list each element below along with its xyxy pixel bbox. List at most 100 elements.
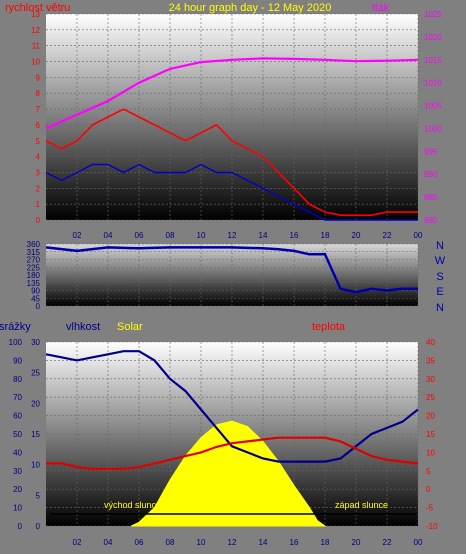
temperature-y-axis: -10 -5 0 5 10 15 20 25 30 35 40 xyxy=(426,338,438,531)
direction-panel-series xyxy=(45,246,418,294)
temperature-y-tick-label: 20 xyxy=(426,412,435,421)
header-left-label: rychlost větru xyxy=(5,2,70,14)
rain-y-tick-label: 30 xyxy=(13,467,22,476)
x-tick-label: 16 xyxy=(290,231,299,240)
rain-y-tick-label: 80 xyxy=(13,375,22,384)
direction-y-tick-label: 45 xyxy=(31,294,40,303)
humidity-y-tick-label: 25 xyxy=(31,369,40,378)
x-tick-label: 10 xyxy=(197,538,206,547)
compass-letter-s: S xyxy=(436,271,443,283)
wind-direction-line xyxy=(45,246,418,294)
x-tick-label: 14 xyxy=(259,231,268,240)
humidity-y-tick-label: 0 xyxy=(36,522,41,531)
pressure-y-tick-label: 985 xyxy=(424,193,438,202)
wind-y-tick-label: 3 xyxy=(36,168,41,177)
rain-y-tick-label: 70 xyxy=(13,393,22,402)
sunset-annotation: západ slunce xyxy=(335,500,388,510)
wind-y-tick-label: 9 xyxy=(36,73,41,82)
x-tick-label: 04 xyxy=(104,538,113,547)
chart-title: 24 hour graph day - 12 May 2020 xyxy=(169,2,332,14)
humidity-y-tick-label: 5 xyxy=(36,491,41,500)
temperature-y-tick-label: 5 xyxy=(426,467,431,476)
x-tick-label: 02 xyxy=(73,538,82,547)
sunrise-annotation: východ slunce xyxy=(104,500,161,510)
x-tick-label: 10 xyxy=(197,231,206,240)
x-tick-label: 12 xyxy=(228,231,237,240)
temperature-y-tick-label: 35 xyxy=(426,356,435,365)
temperature-y-tick-label: 30 xyxy=(426,375,435,384)
x-tick-label: 00 xyxy=(414,538,423,547)
x-tick-label: 22 xyxy=(383,231,392,240)
wind-y-tick-label: 13 xyxy=(31,10,40,19)
compass-letters: N W S E N xyxy=(435,240,446,314)
rain-y-tick-label: 90 xyxy=(13,356,22,365)
pressure-line xyxy=(45,57,419,130)
wind-y-tick-label: 5 xyxy=(36,137,41,146)
lower-panel-series xyxy=(45,350,419,527)
pressure-y-tick-label: 1005 xyxy=(424,102,442,111)
x-tick-label: 06 xyxy=(135,538,144,547)
direction-y-tick-label: 90 xyxy=(31,287,40,296)
rain-y-tick-label: 10 xyxy=(13,504,22,513)
temperature-y-tick-label: 15 xyxy=(426,430,435,439)
x-tick-label: 22 xyxy=(383,538,392,547)
rain-label: srážky xyxy=(0,321,31,333)
wind-y-tick-label: 8 xyxy=(36,89,41,98)
x-tick-label: 06 xyxy=(135,231,144,240)
x-tick-label: 18 xyxy=(321,538,330,547)
temperature-y-tick-label: -5 xyxy=(426,504,434,513)
pressure-y-tick-label: 1000 xyxy=(424,124,442,133)
temperature-line xyxy=(46,436,419,471)
rain-y-tick-label: 100 xyxy=(9,338,23,347)
humidity-y-tick-label: 30 xyxy=(31,338,40,347)
humidity-y-axis: 0 5 10 15 20 25 30 xyxy=(31,338,40,531)
wind-panel-background xyxy=(46,14,418,220)
wind-panel-series xyxy=(45,57,419,221)
humidity-label: vlhkost xyxy=(66,321,100,333)
pressure-y-tick-label: 980 xyxy=(424,216,438,225)
x-tick-label: 08 xyxy=(166,231,175,240)
x-tick-label: 20 xyxy=(352,538,361,547)
compass-letter-w: W xyxy=(435,255,446,267)
wind-low-line xyxy=(45,163,418,221)
pressure-y-tick-label: 990 xyxy=(424,170,438,179)
rain-y-axis: 0 10 20 30 40 50 60 70 80 90 100 xyxy=(9,338,23,531)
x-tick-label: 12 xyxy=(228,538,237,547)
pressure-y-tick-label: 1015 xyxy=(424,56,442,65)
temperature-y-tick-label: 40 xyxy=(426,338,435,347)
wind-speed-line xyxy=(45,108,418,216)
wind-y-tick-label: 12 xyxy=(31,26,40,35)
pressure-y-tick-label: 1025 xyxy=(424,10,442,19)
direction-y-tick-label: 360 xyxy=(27,240,41,249)
humidity-y-tick-label: 10 xyxy=(31,461,40,470)
x-tick-label: 16 xyxy=(290,538,299,547)
wind-y-tick-label: 4 xyxy=(36,153,41,162)
temperature-label: teplota xyxy=(312,321,346,333)
pressure-y-tick-label: 1010 xyxy=(424,79,442,88)
wind-x-axis: 02 04 06 08 10 12 14 16 18 20 22 00 xyxy=(73,231,423,240)
humidity-y-tick-label: 15 xyxy=(31,430,40,439)
temperature-y-tick-label: 25 xyxy=(426,393,435,402)
x-tick-label: 18 xyxy=(321,231,330,240)
rain-y-tick-label: 0 xyxy=(18,522,23,531)
wind-y-tick-label: 0 xyxy=(36,216,41,225)
humidity-line xyxy=(45,350,419,463)
rain-y-tick-label: 50 xyxy=(13,430,22,439)
compass-letter-n-bottom: N xyxy=(436,302,444,314)
compass-letter-e: E xyxy=(436,286,443,298)
solar-label: Solar xyxy=(117,321,143,333)
humidity-y-tick-label: 20 xyxy=(31,399,40,408)
temperature-y-tick-label: -10 xyxy=(426,522,438,531)
rain-y-tick-label: 40 xyxy=(13,448,22,457)
rain-y-tick-label: 20 xyxy=(13,485,22,494)
wind-y-tick-label: 1 xyxy=(36,200,41,209)
compass-letter-n-top: N xyxy=(436,240,444,252)
x-tick-label: 08 xyxy=(166,538,175,547)
wind-y-tick-label: 7 xyxy=(36,105,41,114)
temperature-y-tick-label: 0 xyxy=(426,485,431,494)
wind-y-tick-label: 10 xyxy=(31,58,40,67)
direction-panel-grid xyxy=(46,243,419,307)
